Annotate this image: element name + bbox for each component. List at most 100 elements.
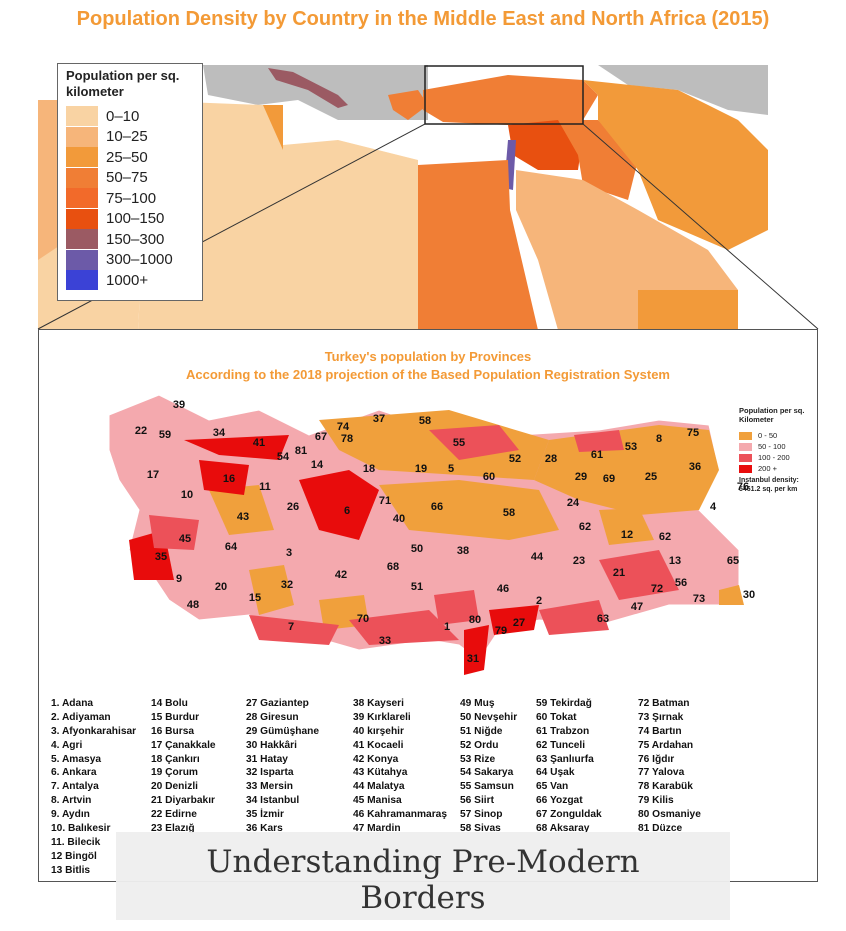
province-list-item: 12 Bingöl <box>51 850 97 862</box>
province-list-item: 13 Bitlis <box>51 864 91 876</box>
turkey-legend-heading: Population per sq. Kilometer <box>739 406 805 424</box>
province-list-item: 3. Afyonkarahisar <box>51 725 137 737</box>
province-number-label: 59 <box>159 429 171 441</box>
province-number-label: 22 <box>135 425 147 437</box>
province-list-item: 68 Aksaray <box>536 823 590 835</box>
province-number-label: 18 <box>363 463 375 475</box>
province-list-item: 42 Konya <box>353 753 399 765</box>
mersin-region <box>349 610 459 645</box>
province-list-item: 47 Mardin <box>353 823 401 835</box>
province-number-label: 53 <box>625 441 637 453</box>
caption-line-2: Borders <box>360 880 486 916</box>
province-list-item: 7. Antalya <box>51 781 99 793</box>
legend-label: 150–300 <box>106 230 165 248</box>
legend-heading: Population per sq. kilometer <box>66 68 180 99</box>
antalya-region <box>249 615 339 645</box>
province-column-3: 27 Gaziantep 28 Giresun 29 Gümüşhane 30 Hak… <box>246 697 319 836</box>
province-list-item: 38 Kayseri <box>353 698 404 709</box>
province-number-label: 55 <box>453 437 465 449</box>
province-number-label: 7 <box>288 621 294 633</box>
legend-label: 75–100 <box>106 189 157 207</box>
province-list-item: 63 Şanlıurfa <box>536 753 594 765</box>
province-number-label: 65 <box>727 555 739 567</box>
province-list-item: 40 kırşehir <box>353 725 404 737</box>
italy-region <box>268 68 348 108</box>
province-number-label: 74 <box>337 421 350 433</box>
province-number-label: 33 <box>379 635 391 647</box>
istanbul-region <box>184 435 289 460</box>
syria-region <box>508 120 583 170</box>
province-list-item: 50 Nevşehir <box>460 711 518 723</box>
province-list-item: 29 Gümüşhane <box>246 725 320 737</box>
istanbul-density-note: Instanbul density: 5461.2 sq. per km <box>739 477 799 493</box>
province-number-label: 36 <box>689 461 701 473</box>
province-number-label: 62 <box>659 531 671 543</box>
province-list-item: 72 Batman <box>638 698 690 709</box>
legend-label: 100–150 <box>106 210 165 228</box>
province-number-label: 13 <box>669 555 681 567</box>
orange-region-hakkari <box>719 585 744 605</box>
turkey-legend-item: 100 - 200 <box>739 452 815 463</box>
province-list-item: 28 Giresun <box>246 711 299 723</box>
province-number-label: 12 <box>621 529 633 541</box>
province-list-item: 22 Edirne <box>151 809 197 821</box>
adana-region <box>434 590 479 625</box>
legend-item: 1000+ <box>66 270 194 291</box>
turkey-panel: Turkey's population by Provinces Accordi… <box>38 329 818 882</box>
province-list-item: 66 Yozgat <box>536 795 583 807</box>
province-list-item: 67 Zonguldak <box>536 809 602 821</box>
province-number-label: 75 <box>687 427 699 439</box>
legend-item: 100–150 <box>66 208 194 230</box>
trabzon-region <box>574 430 624 452</box>
province-list-item: 80 Osmaniye <box>638 809 701 821</box>
province-number-label: 44 <box>531 551 544 563</box>
province-number-label: 35 <box>155 551 167 563</box>
province-list-item: 55 Samsun <box>460 781 514 793</box>
density-legend: Population per sq. kilometer 0–10 10–25 25… <box>57 63 203 301</box>
province-number-label: 23 <box>573 555 585 567</box>
orange-region-west <box>209 485 274 535</box>
province-number-label: 39 <box>173 399 185 411</box>
province-list-item: 78 Karabük <box>638 781 693 793</box>
province-number-label: 11 <box>259 481 271 493</box>
province-number-label: 71 <box>379 495 391 507</box>
province-list-item: 41 Kocaeli <box>353 739 404 751</box>
province-number-label: 1 <box>444 621 450 633</box>
province-column-5: 49 Muş 50 Nevşehir 51 Niğde 52 Ordu 53 Rize 5… <box>460 697 517 836</box>
province-list-item: 30 Hakkâri <box>246 739 297 751</box>
province-list-item: 21 Diyarbakır <box>151 795 215 807</box>
egypt-region <box>418 160 538 330</box>
province-list-item: 52 Ordu <box>460 739 499 751</box>
legend-item: 0–10 <box>66 106 194 127</box>
province-list-item: 51 Niğde <box>460 725 503 737</box>
province-number-label: 34 <box>213 427 226 439</box>
caption-line-1: Understanding Pre-Modern <box>206 844 640 880</box>
ankara-region <box>299 470 379 540</box>
turkey-legend-item: 200 + <box>739 463 815 474</box>
province-list-item: 54 Sakarya <box>460 767 514 779</box>
province-number-label: 45 <box>179 533 191 545</box>
province-number-label: 58 <box>419 415 431 427</box>
province-number-label: 3 <box>286 547 292 559</box>
libya-region <box>283 140 418 330</box>
turkey-legend: Population per sq. Kilometer 0 - 50 50 - … <box>739 406 815 494</box>
province-number-label: 6 <box>344 505 350 517</box>
province-number-label: 26 <box>287 501 299 513</box>
legend-item: 10–25 <box>66 126 194 148</box>
turkey-legend-label: 50 - 100 <box>758 442 786 451</box>
turkey-legend-item: 0 - 50 <box>739 430 815 441</box>
province-column-7: 72 Batman 73 Şırnak 74 Bartın 75 Ardahan 76 … <box>638 697 701 836</box>
province-number-label: 52 <box>509 453 521 465</box>
gaziantep-region <box>489 605 539 635</box>
map-title: Population Density by Country in the Mid… <box>76 8 770 30</box>
province-number-label: 62 <box>579 521 591 533</box>
province-number-label: 46 <box>497 583 509 595</box>
province-number-label: 58 <box>503 507 515 519</box>
legend-item: 300–1000 <box>66 249 194 271</box>
turkey-legend-label: 0 - 50 <box>758 431 778 440</box>
province-number-label: 38 <box>457 545 469 557</box>
province-list-item: 23 Elazığ <box>151 823 195 835</box>
province-number-label: 28 <box>545 453 557 465</box>
province-number-label: 41 <box>253 437 265 449</box>
province-list-item: 31 Hatay <box>246 753 288 765</box>
